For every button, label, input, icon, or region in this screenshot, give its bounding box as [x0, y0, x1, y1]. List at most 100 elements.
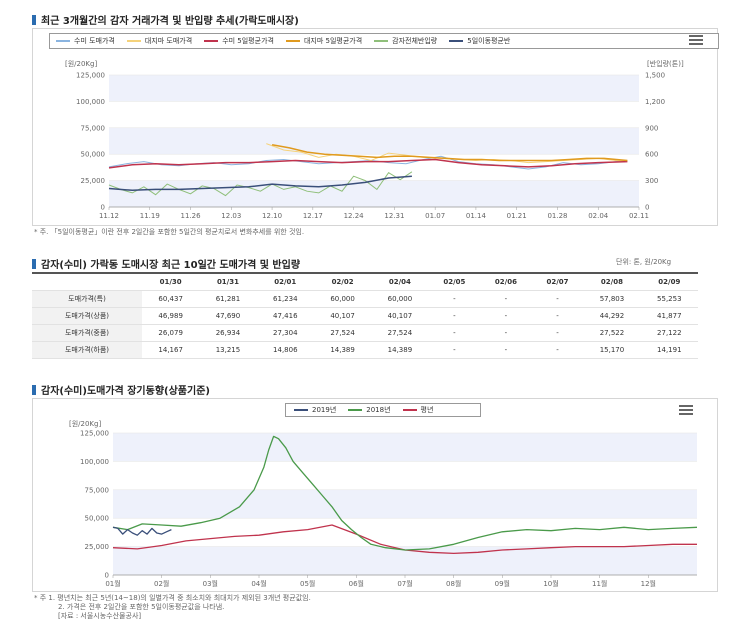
x-tick-label: 09월: [495, 579, 510, 588]
legend-swatch: [56, 40, 70, 42]
y-tick-label: 50,000: [85, 515, 110, 523]
table-cell: 14,389: [371, 341, 429, 359]
table-cell: -: [428, 341, 481, 359]
x-tick-label: 02월: [154, 579, 169, 588]
chart1-legend-item-5[interactable]: 5일이동평균반: [449, 36, 510, 46]
table-cell: 40,107: [371, 307, 429, 325]
table-cell: 46,989: [142, 307, 200, 325]
series-line-2: [108, 158, 628, 169]
y-left-tick-label: 75,000: [81, 124, 106, 132]
table-cell: 40,107: [313, 307, 372, 325]
y-unit-3: [원/20Kg]: [69, 420, 102, 428]
x-tick-label: 01.21: [507, 212, 527, 220]
table-cell: 27,524: [371, 324, 429, 342]
x-tick-label: 10월: [543, 579, 558, 588]
table-row: 도매가격(상품) 46,989 47,690 47,416 40,107 40,107- -…: [32, 307, 698, 325]
legend-label: 수미 도매가격: [74, 37, 115, 45]
table-header-cell: 01/31: [199, 272, 257, 291]
chart1-menu-icon[interactable]: [689, 35, 703, 45]
legend-label: 2018년: [366, 406, 391, 414]
y-right-tick-label: 600: [645, 151, 658, 159]
table-header-cell: 02/06: [480, 272, 532, 291]
series-line-0: [108, 155, 628, 170]
legend-label: 평년: [420, 406, 434, 414]
x-tick-label: 11.19: [140, 212, 160, 220]
section3-title: 감자(수미)도매가격 장기동향(상품기준): [32, 382, 210, 397]
y-left-tick-label: 125,000: [76, 72, 105, 80]
series-line-5: [108, 175, 412, 192]
y-right-tick-label: 300: [645, 177, 658, 185]
table-header-cell: 02/05: [428, 272, 481, 291]
table-cell: 41,877: [640, 307, 698, 325]
chart3-menu-icon[interactable]: [679, 405, 693, 415]
x-tick-label: 01.07: [425, 212, 445, 220]
table-cell: 26,934: [199, 324, 257, 342]
section1-title: 최근 3개월간의 감자 거래가격 및 반입량 추세(가락도매시장): [32, 12, 299, 27]
table-cell: -: [428, 307, 481, 325]
legend-swatch: [294, 409, 308, 411]
x-tick-label: 01.28: [547, 212, 567, 220]
table-cell: -: [428, 324, 481, 342]
x-tick-label: 07월: [397, 579, 412, 588]
table-row: 도매가격(특) 60,437 61,281 61,234 60,000 60,000- - -…: [32, 290, 698, 308]
title-bullet: [32, 258, 36, 269]
table-cell: 27,122: [640, 324, 698, 342]
chart3-legend-item-1[interactable]: 2018년: [348, 405, 391, 415]
y-left-tick-label: 0: [101, 204, 105, 212]
table-cell: 47,416: [256, 307, 314, 325]
table-cell: -: [480, 290, 532, 308]
legend-label: 2019년: [312, 406, 337, 414]
grid-band: [113, 489, 697, 519]
chart1-legend-item-1[interactable]: 대지마 도매가격: [126, 36, 192, 46]
y-left-tick-label: 25,000: [81, 177, 106, 185]
chart1-legend-item-0[interactable]: 수미 도매가격: [56, 36, 115, 46]
table-cell: 27,524: [313, 324, 372, 342]
x-tick-label: 11.26: [181, 212, 202, 220]
price-table-body: 도매가격(특) 60,437 61,281 61,234 60,000 60,000- - -…: [32, 290, 698, 359]
table-header-cell: 01/30: [142, 272, 200, 291]
y-tick-label: 125,000: [80, 430, 109, 438]
grid-band: [109, 127, 639, 155]
x-tick-label: 11.12: [99, 212, 119, 220]
grid-band: [113, 546, 697, 575]
section2-title-text: 감자(수미) 가락동 도매시장 최근 10일간 도매가격 및 반입량: [41, 260, 301, 271]
x-tick-label: 12.24: [344, 212, 365, 220]
chart1-legend-item-2[interactable]: 수미 5일평균가격: [204, 36, 274, 46]
chart3-legend-item-2[interactable]: 평년: [402, 405, 434, 415]
x-tick-label: 01.14: [466, 212, 487, 220]
chart3-legend-item-0[interactable]: 2019년: [294, 405, 336, 415]
y-left-tick-label: 100,000: [76, 98, 105, 106]
table-cell: 26,079: [142, 324, 200, 342]
chart1-legend-item-3[interactable]: 대지마 5일평균가격: [285, 36, 363, 46]
table-cell: -: [480, 341, 532, 359]
x-tick-label: 05월: [300, 579, 315, 588]
table-cell: -: [480, 324, 532, 342]
table-header-cell: 02/07: [531, 272, 584, 291]
legend-label: 대지마 5일평균가격: [303, 37, 363, 45]
table-cell: 61,281: [199, 290, 257, 308]
x-tick-label: 01월: [105, 579, 120, 588]
x-tick-label: 12.31: [384, 212, 404, 220]
table-row: 도매가격(하품) 14,167 13,215 14,806 14,389 14,389- -…: [32, 341, 698, 359]
chart1-legend-item-4[interactable]: 감자전체반입량: [374, 36, 437, 46]
table-row-label: 도매가격(상품): [32, 307, 142, 325]
table-header-cell: 02/01: [256, 272, 314, 291]
section3-notes: * 주 1. 평년치는 최근 5년(14~18)의 일별가격 중 최소치와 최대…: [34, 594, 311, 621]
section3-note-3: [자료 : 서울시농수산물공사]: [58, 612, 142, 620]
table-cell: 61,234: [256, 290, 314, 308]
x-tick-label: 12월: [641, 579, 656, 588]
section1-title-text: 최근 3개월간의 감자 거래가격 및 반입량 추세(가락도매시장): [41, 16, 299, 27]
section3-chart: 0 25,000 50,000 75,000 100,000 125,000 01월 02월 0…: [80, 430, 698, 588]
table-cell: -: [428, 290, 481, 308]
price-table: 01/30 01/31 02/01 02/02 02/04 02/05 02/06 02/07…: [32, 272, 698, 359]
y-right-tick-label: 0: [645, 204, 649, 212]
table-cell: 14,389: [313, 341, 372, 359]
x-tick-label: 06월: [349, 579, 364, 588]
y-tick-label: 0: [105, 572, 109, 580]
table-cell: 57,803: [583, 290, 641, 308]
section1-note: * 주. 「5일이동평균」이란 전후 2일간을 포함한 5일간의 평균치로서 변…: [34, 228, 305, 236]
table-cell: -: [480, 307, 532, 325]
series-line-0: [112, 526, 172, 536]
legend-swatch: [126, 40, 141, 42]
legend-swatch: [285, 40, 300, 42]
